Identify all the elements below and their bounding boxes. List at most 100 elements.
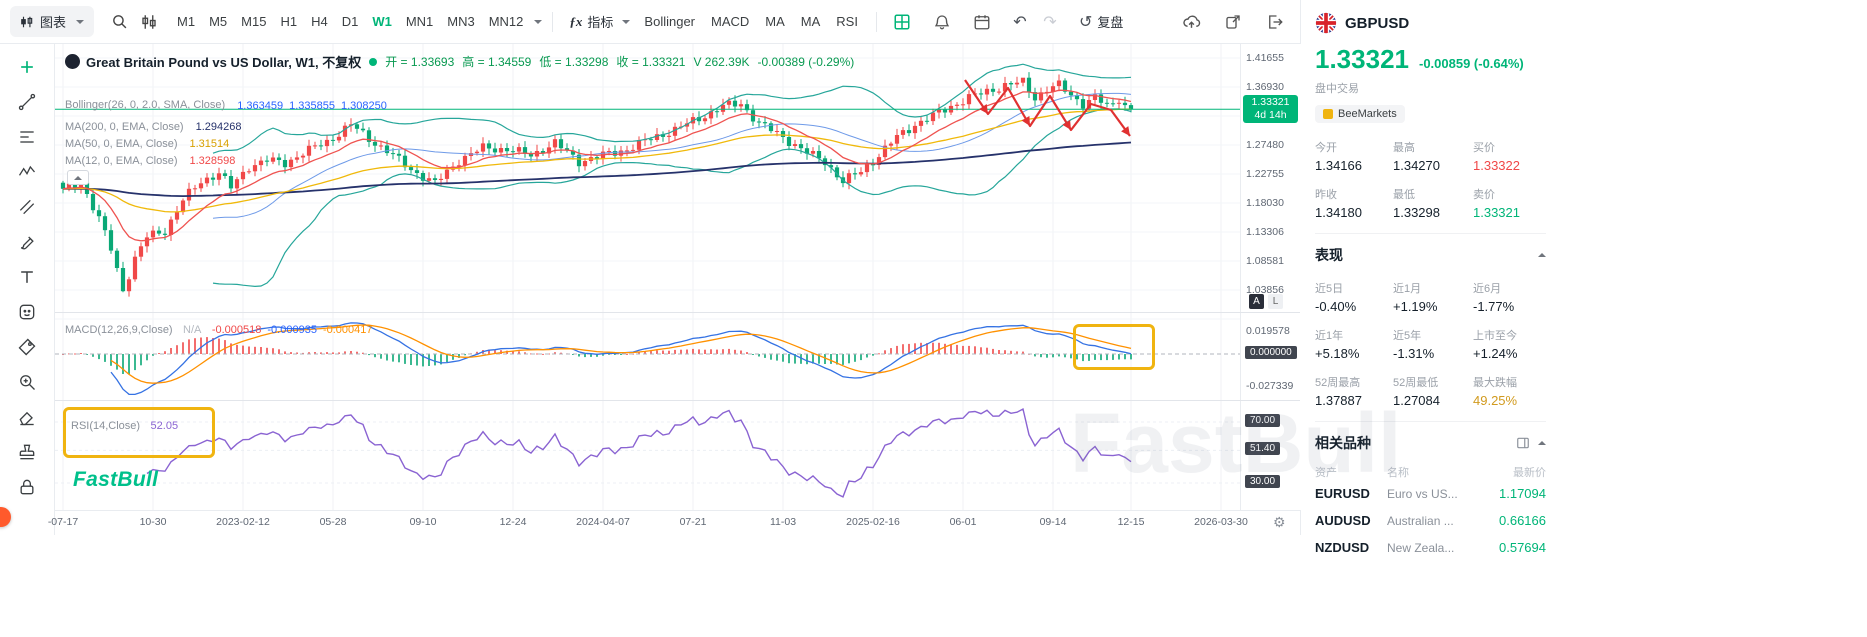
macd-values: -0.000518 -0.000935 -0.000417: [206, 320, 373, 337]
indicator-shortcut-ma[interactable]: MA: [757, 10, 793, 33]
indicator-shortcut-ma-2[interactable]: MA: [793, 10, 829, 33]
performance-label: 52周最高: [1315, 377, 1361, 389]
pane-divider[interactable]: [55, 312, 1300, 313]
tag-tool-icon[interactable]: [16, 336, 38, 358]
related-symbol-row[interactable]: EURUSD Euro vs US... 1.17094: [1315, 480, 1546, 507]
layout-grid-icon[interactable]: [887, 7, 917, 37]
analysis-highlight-box-1: [63, 407, 215, 458]
ma12-value: 1.328598: [189, 155, 236, 167]
panel-icon[interactable]: [1516, 436, 1530, 450]
sidebar-price-change: -0.00859 (-0.64%): [1418, 56, 1524, 71]
macd-tick-label: -0.027339: [1246, 380, 1294, 392]
lock-tool-icon[interactable]: [16, 476, 38, 498]
timeframe-w1[interactable]: W1: [372, 14, 392, 29]
trendline-tool-icon[interactable]: [16, 91, 38, 113]
time-axis-label[interactable]: 11-03: [769, 516, 797, 528]
timeframe-h4[interactable]: H4: [311, 14, 328, 29]
indicators-button[interactable]: ƒx 指标: [563, 8, 636, 35]
chevron-down-icon: [76, 19, 85, 24]
performance-cell: 近1年 +5.18%: [1315, 327, 1393, 361]
time-axis-label[interactable]: 06-01: [949, 516, 977, 528]
performance-label: 上市至今: [1473, 330, 1517, 342]
time-axis-label[interactable]: 2025-02-16: [846, 516, 900, 528]
related-symbol-row[interactable]: AUDUSD Australian ... 0.66166: [1315, 507, 1546, 534]
ohlc-values: 开 = 1.33693 高 = 1.34559 低 = 1.33298 收 = 1.3…: [385, 53, 862, 71]
broker-badge[interactable]: BeeMarkets: [1315, 105, 1405, 123]
time-axis-label[interactable]: 10-30: [139, 516, 167, 528]
replay-button[interactable]: ↺ 复盘: [1073, 11, 1129, 33]
gear-icon[interactable]: ⚙: [1273, 514, 1286, 530]
time-axis-label[interactable]: 09-14: [1039, 516, 1067, 528]
rsi-level-chip: 70.00: [1245, 414, 1281, 427]
channel-tool-icon[interactable]: [16, 196, 38, 218]
time-axis[interactable]: -07-17 10-30 2023-02-12 05-28 09-10 12-24 2024…: [48, 510, 1300, 536]
time-axis-label[interactable]: 2026-03-30: [1194, 516, 1248, 528]
timeframe-h1[interactable]: H1: [280, 14, 298, 29]
timeframe-mn12[interactable]: MN12: [488, 14, 524, 29]
price-scale[interactable]: 1.41655 1.36930 1.33321 4d 14h 1.27480 1.2275…: [1240, 44, 1301, 510]
eraser-tool-icon[interactable]: [16, 406, 38, 428]
related-symbol-row[interactable]: NZDUSD New Zeala... 0.57694: [1315, 534, 1546, 561]
time-axis-label[interactable]: 2024-04-07: [576, 516, 630, 528]
quote-stat-value: 1.34270: [1393, 158, 1440, 173]
indicator-shortcut-rsi[interactable]: RSI: [828, 10, 866, 33]
timeframe-m5[interactable]: M5: [209, 14, 228, 29]
time-axis-label[interactable]: 07-21: [679, 516, 707, 528]
brush-tool-icon[interactable]: [16, 231, 38, 253]
related-price: 0.57694: [1499, 540, 1546, 555]
time-axis-label[interactable]: -07-17: [47, 516, 79, 528]
compare-symbols-icon[interactable]: [134, 7, 164, 37]
notification-bubble[interactable]: [0, 507, 11, 527]
timeframe-more-icon[interactable]: [534, 19, 543, 24]
last-price-chip: 1.33321 4d 14h: [1243, 95, 1298, 123]
ohlc-open: 开 = 1.33693: [385, 54, 455, 69]
legend-collapse-button[interactable]: [67, 170, 89, 185]
time-axis-label[interactable]: 12-15: [1117, 516, 1145, 528]
related-name: New Zeala...: [1387, 540, 1455, 555]
pane-divider[interactable]: [55, 400, 1300, 401]
open-external-icon[interactable]: [1218, 7, 1248, 37]
collapse-performance-icon[interactable]: [1538, 253, 1546, 257]
exit-fullscreen-icon[interactable]: [1260, 7, 1290, 37]
collapse-related-icon[interactable]: [1538, 441, 1546, 445]
fibonacci-tool-icon[interactable]: [16, 126, 38, 148]
add-tool-icon[interactable]: [16, 56, 38, 78]
indicator-shortcut-bollinger[interactable]: Bollinger: [636, 10, 703, 33]
stamp-tool-icon[interactable]: [16, 441, 38, 463]
timeframe-mn3[interactable]: MN3: [447, 14, 475, 29]
performance-value: -0.40%: [1315, 299, 1357, 314]
search-icon[interactable]: [104, 7, 134, 37]
time-axis-label[interactable]: 12-24: [499, 516, 527, 528]
timeframe-mn1[interactable]: MN1: [405, 14, 434, 29]
economic-calendar-icon[interactable]: [967, 7, 997, 37]
text-tool-icon[interactable]: [16, 266, 38, 288]
alert-bell-icon[interactable]: [927, 7, 957, 37]
undo-icon[interactable]: ↶: [1013, 13, 1027, 31]
ohlc-low: 低 = 1.33298: [539, 54, 609, 69]
log-scale-toggle[interactable]: L: [1268, 294, 1283, 309]
price-tick-label: 1.08581: [1246, 255, 1284, 267]
performance-value: 1.37887: [1315, 393, 1362, 408]
cloud-save-icon[interactable]: [1176, 7, 1206, 37]
price-tick-label: 1.13306: [1246, 226, 1284, 238]
quote-stat-value: 1.34180: [1315, 205, 1362, 220]
related-symbol: NZDUSD: [1315, 540, 1370, 555]
timeframe-d1[interactable]: D1: [341, 14, 359, 29]
chart-type-button[interactable]: 图表: [10, 6, 95, 37]
timeframe-m15[interactable]: M15: [241, 14, 267, 29]
waves-tool-icon[interactable]: [16, 161, 38, 183]
quote-stat-cell: 今开 1.34166: [1315, 139, 1393, 173]
time-axis-label[interactable]: 05-28: [319, 516, 347, 528]
time-axis-label[interactable]: 2023-02-12: [216, 516, 270, 528]
price-chart-canvas[interactable]: [55, 44, 1240, 510]
performance-grid: 近5日 -0.40% 近1月 +1.19% 近6月 -1.77% 近1年 +5.18% 近5年 -…: [1315, 280, 1546, 408]
zoom-tool-icon[interactable]: [16, 371, 38, 393]
time-axis-label[interactable]: 09-10: [409, 516, 437, 528]
timeframe-m1[interactable]: M1: [177, 14, 196, 29]
redo-icon[interactable]: ↷: [1043, 13, 1057, 31]
sticker-tool-icon[interactable]: [16, 301, 38, 323]
chart-area[interactable]: Great Britain Pound vs US Dollar, W1, 不复…: [48, 44, 1301, 536]
performance-cell: 52周最高 1.37887: [1315, 374, 1393, 408]
auto-scale-toggle[interactable]: A: [1249, 294, 1264, 309]
indicator-shortcut-macd[interactable]: MACD: [703, 10, 757, 33]
